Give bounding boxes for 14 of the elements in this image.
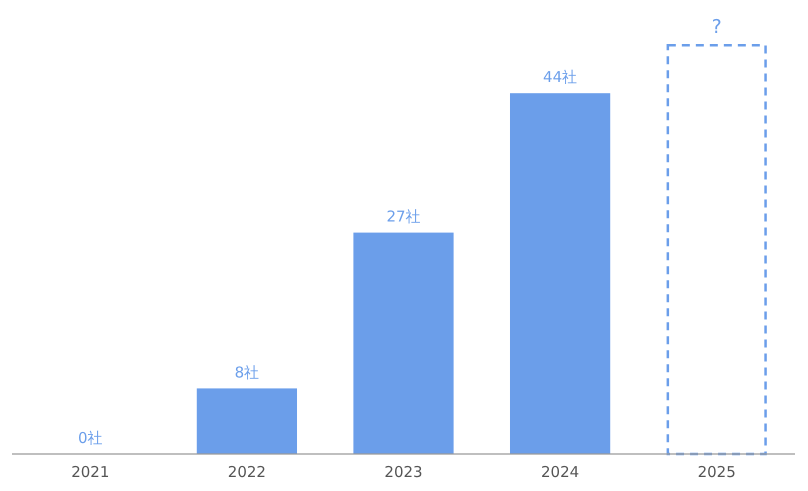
data-label: ? [712, 16, 722, 38]
x-tick-label: 2025 [698, 463, 736, 481]
data-label: 44社 [543, 68, 578, 86]
bar [196, 388, 298, 454]
bar [353, 232, 454, 454]
x-tick-label: 2022 [228, 463, 266, 481]
bar [510, 93, 610, 454]
x-tick-label: 2024 [541, 463, 580, 481]
data-label: 27社 [386, 208, 421, 226]
bar [666, 44, 767, 456]
data-label: 8社 [234, 363, 260, 382]
x-tick-label: 2023 [384, 463, 423, 481]
data-label: 0社 [78, 429, 103, 447]
x-tick-label: 2021 [71, 463, 110, 481]
